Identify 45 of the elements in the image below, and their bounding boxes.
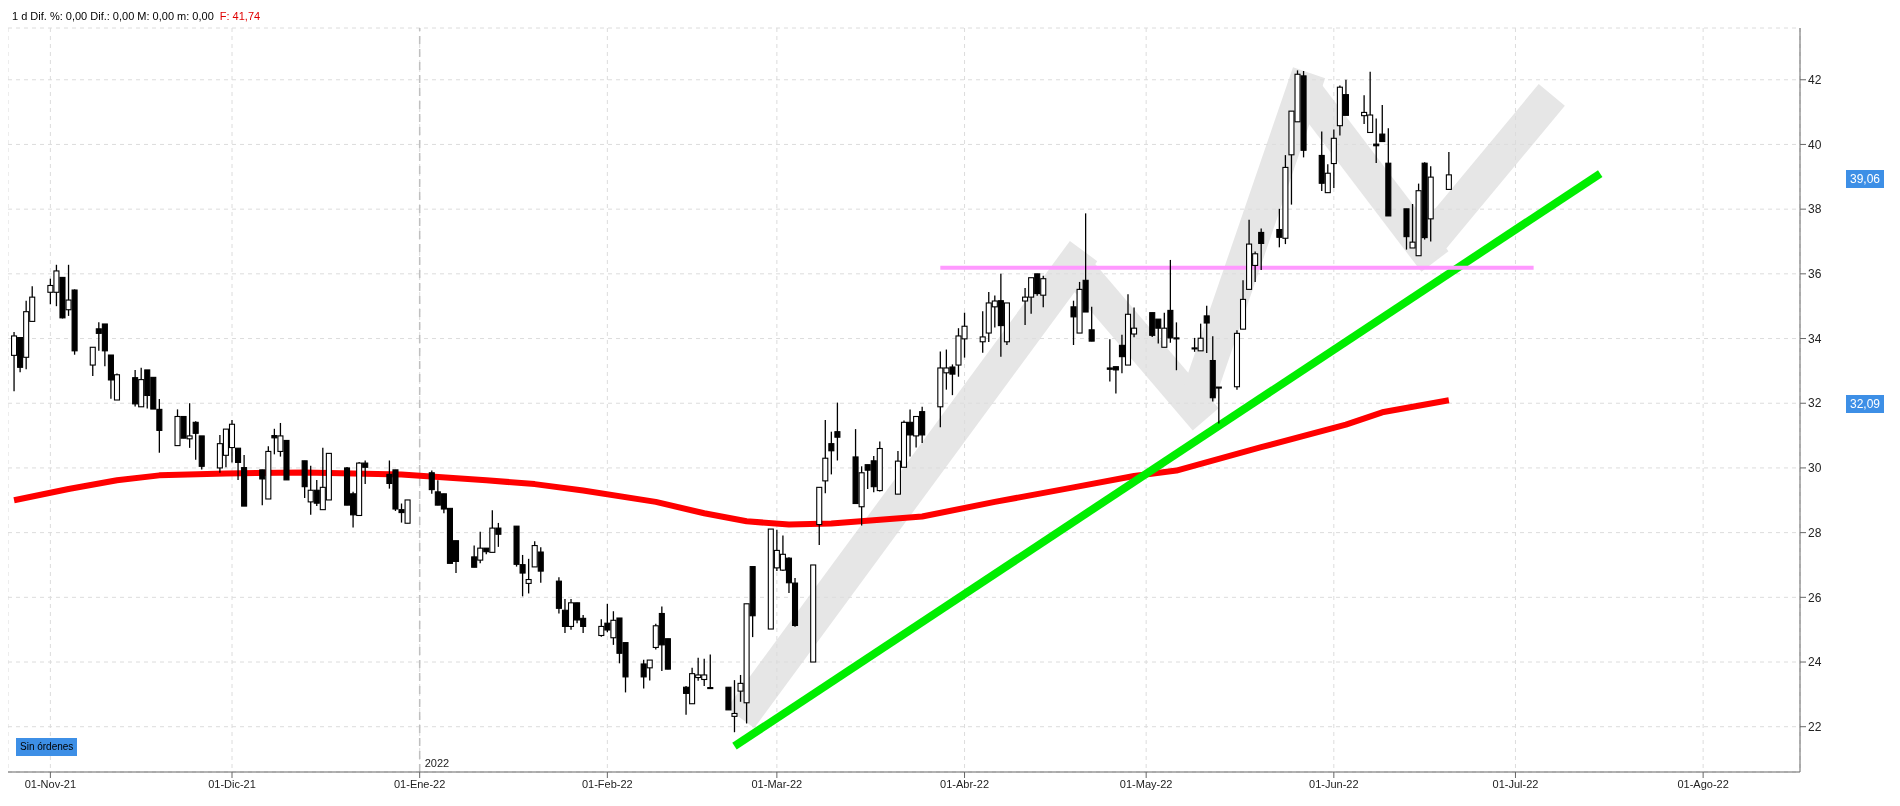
x-tick-label: 01-Dic-21 <box>208 777 256 790</box>
x-tick-label: 01-Ene-22 <box>393 777 446 790</box>
candlestick <box>235 447 242 481</box>
candlestick <box>89 346 96 377</box>
x-tick-label: 01-Nov-21 <box>24 777 77 790</box>
y-tick-label: 32 <box>1808 396 1822 411</box>
x-tick-label: 01-Jul-22 <box>1492 777 1539 790</box>
candlestick <box>731 679 738 733</box>
candlestick <box>834 401 841 462</box>
candlestick <box>979 310 986 354</box>
y-tick-label: 38 <box>1808 202 1822 217</box>
x-tick-label: 01-May-22 <box>1119 777 1173 790</box>
candlestick <box>1088 306 1095 342</box>
candlestick <box>428 469 435 495</box>
candlestick <box>1203 305 1210 354</box>
y-tick-label: 30 <box>1808 461 1822 476</box>
y-tick-label: 34 <box>1808 331 1822 346</box>
candlestick <box>192 420 199 461</box>
x-tick-label: 01-Jun-22 <box>1309 777 1359 790</box>
y-tick-label: 36 <box>1808 267 1822 282</box>
chart-subtitle: F: 41,74 <box>219 10 261 22</box>
ref-line-label: 2022 <box>424 757 450 769</box>
text: 39,06 <box>1846 170 1885 188</box>
x-tick-label: 01-Ago-22 <box>1677 777 1729 790</box>
y-tick-label: 26 <box>1808 590 1822 605</box>
x-tick-label: 01-Feb-22 <box>581 777 633 790</box>
candlestick <box>725 686 732 711</box>
y-tick-label: 22 <box>1808 719 1822 734</box>
annotation: Sin órdenes <box>16 738 78 756</box>
candlestick <box>1258 227 1265 271</box>
candlestick <box>525 558 532 595</box>
x-tick-label: 01-Abr-22 <box>940 777 989 790</box>
x-tick-label: 01-Mar-22 <box>751 777 803 790</box>
candlestick <box>1445 151 1452 191</box>
text: 32,09 <box>1846 395 1885 413</box>
y-tick-label: 42 <box>1808 73 1822 88</box>
y-tick-label: 28 <box>1808 525 1822 540</box>
y-tick-label: 40 <box>1808 137 1822 152</box>
chart-title: 1 d Dif. %: 0,00 Dif.: 0,00 M: 0,00 m: 0,00 <box>12 10 214 22</box>
y-tick-label: 24 <box>1808 655 1822 670</box>
candlestick <box>707 653 714 690</box>
candlestick <box>822 419 829 494</box>
candlestick <box>1373 117 1380 164</box>
candlestick <box>828 431 835 476</box>
candlestick <box>1379 104 1386 143</box>
